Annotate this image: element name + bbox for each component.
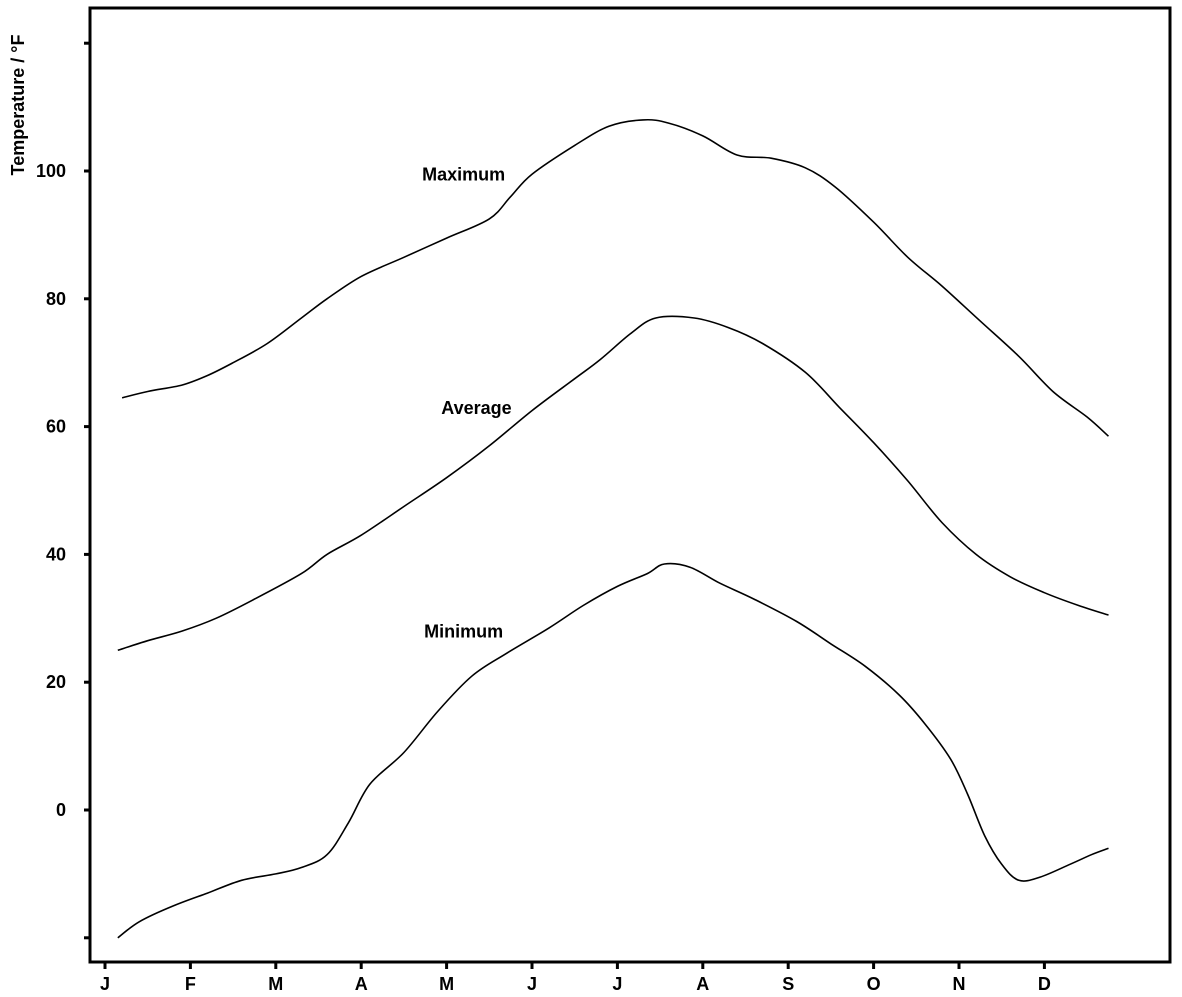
series-line-minimum [117,562,1109,939]
x-tick-label: M [268,974,283,994]
x-tick-label: D [1038,974,1051,994]
x-tick-label: J [100,974,110,994]
series-label-minimum: Minimum [424,621,503,641]
x-tick-label: M [439,974,454,994]
x-tick-label: A [355,974,368,994]
series-label-maximum: Maximum [422,165,505,185]
y-axis-title: Temperature / °F [8,35,28,176]
x-tick-label: J [527,974,537,994]
y-tick-label: 60 [46,417,66,437]
series-lines [117,118,1110,939]
series-label-average: Average [441,398,511,418]
x-tick-label: F [185,974,196,994]
x-tick-label: J [612,974,622,994]
x-tick-label: O [867,974,881,994]
y-tick-label: 0 [56,800,66,820]
y-axis: 0 20 40 60 80 100 [36,41,90,940]
y-tick-label: 40 [46,544,66,564]
plot-frame [88,6,1172,964]
series-line-maximum [121,118,1110,437]
x-tick-label: A [696,974,709,994]
x-tick-label: N [953,974,966,994]
x-tick-label: S [782,974,794,994]
y-tick-label: 100 [36,161,66,181]
y-tick-label: 20 [46,672,66,692]
series-line-average [117,315,1109,652]
y-tick-label: 80 [46,289,66,309]
series-labels: Maximum Average Minimum [422,165,512,642]
